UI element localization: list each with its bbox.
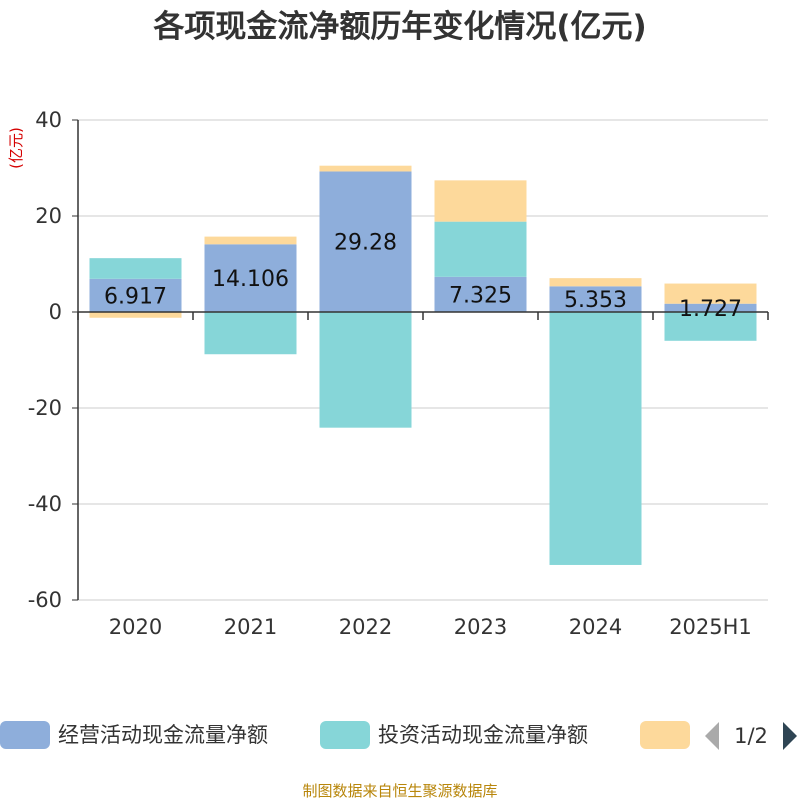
data-source-footer: 制图数据来自恒生聚源数据库 [302, 782, 497, 800]
x-tick-label: 2021 [224, 615, 277, 639]
data-label: 7.325 [449, 283, 512, 308]
legend-swatch-1[interactable] [0, 721, 50, 749]
bar-series-1-2020[interactable] [89, 278, 182, 312]
x-tick-label: 2020 [109, 615, 162, 639]
legend: 经营活动现金流量净额 投资活动现金流量净额 [0, 721, 690, 749]
legend-label-1[interactable]: 经营活动现金流量净额 [58, 723, 268, 747]
x-tick-label: 2023 [454, 615, 507, 639]
data-label: 1.727 [679, 297, 742, 322]
data-labels: 6.917 14.106 29.28 7.325 5.353 1.727 [104, 231, 742, 322]
x-tick-label: 2022 [339, 615, 392, 639]
bar-series-3-2022[interactable] [319, 165, 412, 172]
legend-swatch-3[interactable] [640, 721, 690, 749]
bar-series-3-2023[interactable] [434, 180, 527, 222]
data-label: 29.28 [334, 231, 397, 256]
y-tick-label: 40 [35, 108, 62, 132]
bar-series-2-2021[interactable] [204, 312, 297, 355]
bar-series-1-2024[interactable] [549, 286, 642, 312]
bar-series-3-2020[interactable] [89, 312, 182, 318]
bar-series-2-2025H1[interactable] [664, 312, 757, 341]
bar-series-3-2024[interactable] [549, 278, 642, 287]
data-label: 6.917 [104, 284, 167, 309]
bar-series-3-2021[interactable] [204, 236, 297, 245]
y-tick-label: 0 [49, 300, 62, 324]
next-page-icon[interactable] [783, 722, 797, 750]
bars [89, 165, 757, 565]
legend-swatch-2[interactable] [320, 721, 370, 749]
bar-series-2-2024[interactable] [549, 312, 642, 565]
y-tick-label: -60 [28, 588, 62, 612]
x-tick-label: 2024 [569, 615, 622, 639]
y-unit-label: (亿元) [7, 127, 25, 169]
prev-page-icon[interactable] [705, 722, 719, 750]
bar-series-2-2020[interactable] [89, 258, 182, 279]
bar-series-1-2023[interactable] [434, 276, 527, 312]
y-tick-label: 20 [35, 204, 62, 228]
legend-pager: 1/2 [705, 722, 797, 750]
data-label: 14.106 [212, 267, 289, 292]
bar-series-1-2022[interactable] [319, 171, 412, 312]
legend-page-indicator: 1/2 [734, 724, 768, 748]
y-tick-label: -40 [28, 492, 62, 516]
bar-series-3-2025H1[interactable] [664, 283, 757, 304]
legend-label-2[interactable]: 投资活动现金流量净额 [378, 723, 588, 747]
bar-series-2-2022[interactable] [319, 312, 412, 428]
bar-series-1-2025H1[interactable] [664, 303, 757, 312]
x-tick-label: 2025H1 [669, 615, 752, 639]
data-label: 5.353 [564, 288, 627, 313]
axes: 2020 2021 2022 2023 2024 2025H1 [77, 120, 769, 639]
bar-series-2-2023[interactable] [434, 221, 527, 277]
bar-series-1-2021[interactable] [204, 244, 297, 312]
chart-title: 各项现金流净额历年变化情况(亿元) [152, 9, 646, 45]
y-tick-label: -20 [28, 396, 62, 420]
